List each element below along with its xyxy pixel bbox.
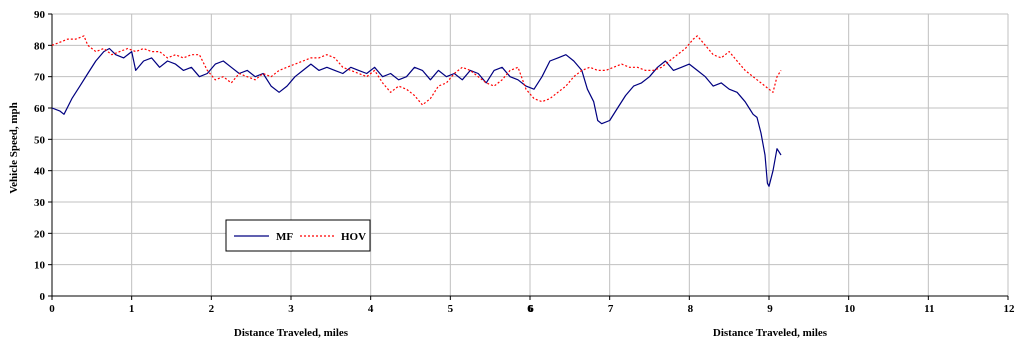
x-tick-label: 4 (368, 303, 374, 315)
x-tick-label: 0 (49, 303, 55, 315)
x-tick-label: 8 (688, 303, 694, 315)
y-tick-label: 90 (34, 9, 46, 21)
x-tick-label: 3 (288, 303, 294, 315)
y-tick-label: 30 (34, 197, 46, 209)
x-axis-title-right: Distance Traveled, miles (713, 327, 828, 339)
y-tick-label: 10 (34, 260, 46, 272)
x-tick-label: 11 (924, 303, 934, 315)
y-tick-label: 70 (34, 72, 46, 84)
x-tick-label: 9 (767, 303, 773, 315)
x-axis-title-left: Distance Traveled, miles (234, 327, 349, 339)
axes (48, 13, 1009, 300)
legend-label-mf: MF (276, 231, 293, 243)
x-tick-label: 6 (528, 303, 534, 315)
x-tick-label: 2 (209, 303, 215, 315)
y-tick-label: 60 (34, 103, 46, 115)
x-tick-label: 5 (448, 303, 454, 315)
x-tick-label: 6 (527, 303, 533, 315)
series-lines (51, 35, 782, 187)
x-tick-label: 1 (129, 303, 135, 315)
y-tick-label: 0 (40, 291, 46, 303)
legend: MF HOV (225, 219, 371, 252)
legend-label-hov: HOV (341, 231, 366, 243)
x-tick-label: 12 (1004, 303, 1016, 315)
y-axis-title: Vehicle Speed, mph (8, 102, 20, 194)
x-tick-label: 10 (844, 303, 856, 315)
series-line-mf (51, 47, 782, 187)
gridlines (52, 13, 1009, 296)
x-tick-label: 7 (608, 303, 614, 315)
y-tick-label: 40 (34, 166, 46, 178)
y-tick-label: 50 (34, 134, 46, 146)
y-tick-label: 20 (34, 228, 46, 240)
series-line-hov (51, 35, 782, 106)
y-tick-label: 80 (34, 40, 46, 52)
